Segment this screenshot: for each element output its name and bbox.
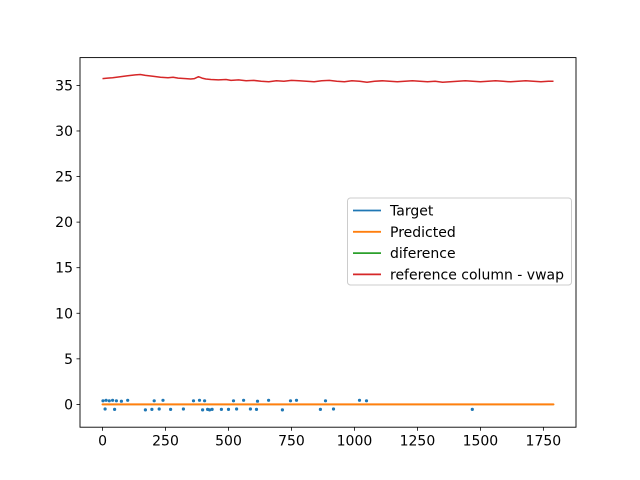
x-tick-label: 1000	[337, 434, 373, 450]
series-target-point	[169, 407, 173, 411]
y-tick-label: 20	[55, 215, 73, 231]
series-target-point	[226, 407, 231, 411]
y-tick-label: 30	[55, 124, 73, 140]
series-target-point	[242, 398, 246, 402]
series-target-point	[104, 398, 108, 402]
series-target-point	[103, 407, 107, 411]
series-target-point	[318, 407, 322, 411]
series-target-point	[267, 398, 271, 402]
series-target-point	[294, 398, 299, 402]
series-target-point	[231, 399, 236, 403]
legend-entry-label: Predicted	[390, 225, 456, 241]
x-tick-label: 1750	[526, 434, 562, 450]
series-target-point	[143, 408, 147, 412]
series-target-point	[203, 399, 207, 403]
y-tick-label: 5	[64, 352, 73, 368]
y-tick-label: 15	[55, 261, 73, 277]
series-target-point	[254, 407, 259, 411]
series-target-point	[208, 408, 212, 412]
x-tick-label: 1500	[463, 434, 499, 450]
series-target-point	[181, 407, 185, 411]
series-target-point	[114, 399, 118, 403]
legend-entry-label: Target	[389, 204, 434, 220]
series-target-point	[152, 399, 156, 403]
series-target-point	[210, 407, 214, 411]
y-tick-label: 10	[55, 306, 73, 322]
y-tick-label: 25	[55, 170, 73, 186]
series-target-point	[111, 398, 115, 402]
series-target-point	[150, 407, 154, 411]
x-tick-label: 500	[215, 434, 242, 450]
legend-entry-label: diference	[390, 246, 456, 262]
x-tick-label: 750	[278, 434, 305, 450]
series-target-point	[364, 399, 369, 403]
series-target-point	[107, 399, 111, 403]
x-tick-label: 250	[152, 434, 179, 450]
x-tick-label: 1250	[400, 434, 436, 450]
series-target-point	[219, 407, 223, 411]
series-target-point	[201, 408, 205, 412]
series-target-point	[235, 407, 239, 411]
series-target-point	[255, 399, 260, 403]
series-target-point	[197, 398, 202, 402]
series-reference-column-vwap	[102, 73, 554, 83]
y-tick-label: 0	[64, 397, 73, 413]
series-target-point	[323, 399, 328, 403]
series-target-point	[119, 399, 123, 403]
series-target-point	[470, 407, 474, 411]
legend-entry-label: reference column - vwap	[390, 267, 564, 283]
series-target-point	[126, 398, 130, 402]
series-target-point	[288, 399, 293, 403]
legend-box	[347, 197, 572, 286]
series-target-point	[331, 407, 336, 411]
series-target-point	[113, 407, 117, 411]
series-target-point	[161, 398, 165, 402]
x-tick-label: 0	[98, 434, 107, 450]
axes-spines	[79, 57, 577, 428]
y-tick-label: 35	[55, 78, 73, 94]
series-target-point	[357, 398, 362, 402]
series-target-point	[157, 407, 161, 411]
series-target-point	[248, 407, 252, 411]
series-target-point	[101, 399, 105, 403]
series-target-point	[280, 408, 284, 412]
series-target-point	[191, 399, 196, 403]
